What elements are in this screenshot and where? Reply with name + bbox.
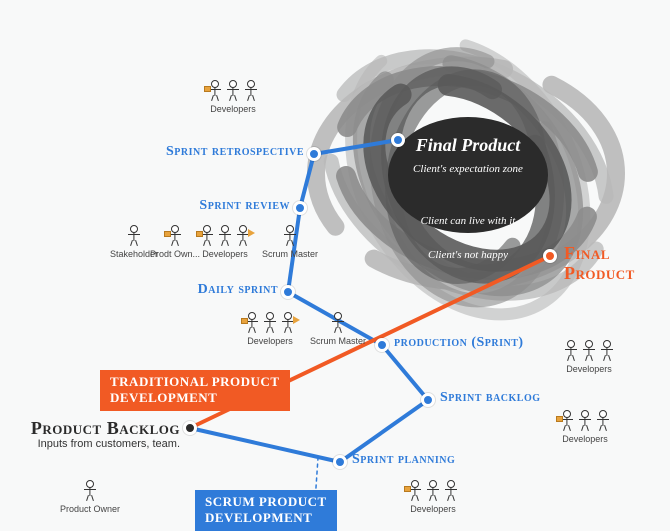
people-label: Scrum Master [310, 336, 366, 346]
people-g3_sm: Scrum Master [310, 312, 366, 346]
node-production [375, 338, 389, 352]
node-sprint_retro [307, 147, 321, 161]
people-g3_dev: Developers [245, 312, 295, 346]
label-final_orange: Final Product [564, 244, 654, 284]
person-icon [600, 340, 614, 362]
person-icon [127, 225, 141, 247]
node-product_backlog [183, 421, 197, 435]
people-label: Product Owner [60, 504, 120, 514]
people-g4: Developers [564, 340, 614, 374]
people-g2_po: Prodt Own... [150, 225, 200, 259]
person-icon [283, 225, 297, 247]
node-daily_sprint [281, 285, 295, 299]
label-sprint_review: Sprint review [199, 198, 290, 214]
legend-scrum: Scrum Productdevelopment [195, 490, 337, 531]
people-g6: Developers [408, 480, 458, 514]
node-sprint_backlog [421, 393, 435, 407]
person-icon [218, 225, 232, 247]
people-label: Developers [562, 434, 608, 444]
node-sprint_planning [333, 455, 347, 469]
people-label: Developers [566, 364, 612, 374]
people-label: Developers [410, 504, 456, 514]
person-icon [245, 312, 259, 334]
person-icon [281, 312, 295, 334]
node-final_blue [391, 133, 405, 147]
label-sprint_planning: Sprint planning [352, 452, 455, 468]
node-final_orange [543, 249, 557, 263]
label-sprint_retro: Sprint retrospective [166, 144, 304, 160]
people-g1: Developers [208, 80, 258, 114]
person-icon [408, 480, 422, 502]
person-icon [83, 480, 97, 502]
person-icon [564, 340, 578, 362]
person-icon [244, 80, 258, 102]
person-icon [263, 312, 277, 334]
person-icon [208, 80, 222, 102]
person-icon [331, 312, 345, 334]
person-icon [578, 410, 592, 432]
people-label: Developers [210, 104, 256, 114]
person-icon [444, 480, 458, 502]
label-daily_sprint: Daily sprint [198, 282, 278, 298]
vortex-text: Client's expectation zone [358, 163, 578, 175]
people-label: Scrum Master [262, 249, 318, 259]
people-label: Developers [202, 249, 248, 259]
label-product_backlog: Product Backlog [31, 418, 180, 439]
person-icon [582, 340, 596, 362]
label-production: production (Sprint) [394, 335, 524, 351]
people-g5: Developers [560, 410, 610, 444]
people-label: Prodt Own... [150, 249, 200, 259]
people-g7: Product Owner [60, 480, 120, 514]
label-sprint_backlog: Sprint backlog [440, 390, 541, 406]
legend-traditional: traditional Productdevelopment [100, 370, 290, 411]
sublabel-product_backlog: Inputs from customers, team. [38, 438, 180, 450]
vortex-text: Client can live with it [358, 215, 578, 227]
person-icon [236, 225, 250, 247]
people-g2_dev: Developers [200, 225, 250, 259]
person-icon [226, 80, 240, 102]
person-icon [168, 225, 182, 247]
person-icon [596, 410, 610, 432]
people-label: Developers [247, 336, 293, 346]
person-icon [560, 410, 574, 432]
person-icon [426, 480, 440, 502]
node-sprint_review [293, 201, 307, 215]
people-g2_sm: Scrum Master [262, 225, 318, 259]
diagram-stage: Final Product Client's expectation zone Cl… [0, 0, 670, 531]
person-icon [200, 225, 214, 247]
